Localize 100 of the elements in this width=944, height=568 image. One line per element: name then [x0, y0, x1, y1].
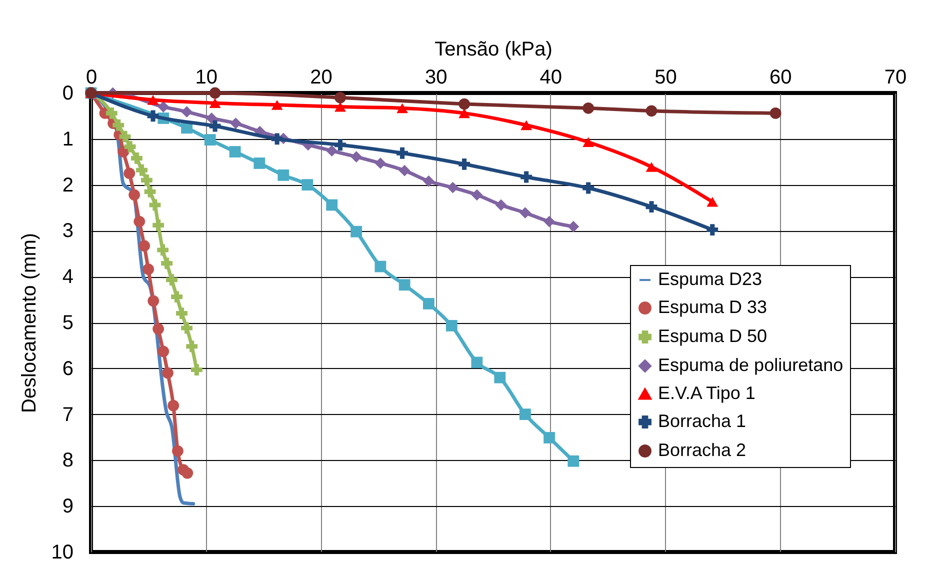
- point: [398, 279, 410, 291]
- point: [494, 372, 506, 384]
- point: [136, 164, 148, 176]
- point: [568, 455, 580, 467]
- point: [326, 145, 338, 157]
- point: [229, 146, 241, 158]
- point: [147, 94, 159, 105]
- point: [254, 158, 266, 169]
- point: [544, 432, 555, 444]
- point: [128, 189, 140, 201]
- point: [161, 258, 173, 269]
- point: [124, 168, 136, 180]
- point: [422, 298, 434, 310]
- point: [181, 106, 192, 118]
- point: [119, 130, 131, 142]
- point: [520, 171, 532, 183]
- point: [520, 120, 532, 130]
- y-tick-label: 5: [62, 312, 74, 334]
- point: [172, 445, 184, 457]
- point: [209, 98, 221, 108]
- legend-label: Borracha 2: [658, 440, 746, 460]
- point: [302, 179, 314, 190]
- y-tick-label: 8: [62, 450, 74, 472]
- point: [271, 100, 283, 110]
- point: [171, 291, 182, 302]
- point: [374, 260, 386, 272]
- point: [141, 174, 152, 186]
- legend-label: Espuma D 50: [658, 326, 768, 346]
- legend-label: Espuma D23: [658, 269, 762, 289]
- point: [706, 196, 718, 207]
- x-tick-label: 70: [884, 66, 907, 88]
- y-tick-label: 0: [62, 82, 74, 104]
- point: [149, 199, 161, 211]
- point: [458, 98, 470, 110]
- legend-label: Espuma D 33: [658, 297, 768, 317]
- point: [186, 340, 198, 352]
- y-axis-title: Deslocamento (mm): [18, 232, 40, 414]
- point: [495, 199, 507, 211]
- point: [471, 356, 483, 368]
- x-tick-label: 60: [770, 66, 792, 88]
- point: [544, 216, 555, 228]
- point: [458, 158, 470, 170]
- point: [106, 107, 118, 119]
- point: [646, 162, 658, 172]
- point: [706, 224, 718, 236]
- x-tick-label: 0: [86, 66, 98, 88]
- point: [396, 103, 408, 114]
- point: [182, 467, 194, 479]
- point: [396, 147, 408, 159]
- point: [519, 207, 531, 218]
- point: [157, 244, 168, 256]
- point: [471, 189, 483, 201]
- point: [519, 408, 531, 420]
- point: [582, 137, 594, 148]
- point: [118, 146, 130, 158]
- point: [350, 151, 362, 162]
- point: [568, 220, 580, 232]
- y-tick-label: 4: [62, 266, 74, 288]
- x-tick-label: 50: [654, 66, 677, 88]
- legend-label: Borracha 1: [658, 411, 746, 431]
- point: [158, 346, 170, 358]
- point: [158, 101, 170, 112]
- point: [138, 240, 150, 252]
- point: [334, 102, 346, 112]
- point: [204, 134, 216, 146]
- x-tick-label: 20: [310, 66, 332, 88]
- point: [124, 141, 136, 152]
- point: [334, 92, 346, 104]
- x-tick-label: 40: [540, 66, 562, 88]
- point: [582, 182, 594, 194]
- point: [112, 119, 124, 131]
- point: [176, 308, 188, 320]
- y-tick-label: 3: [62, 220, 74, 242]
- point: [646, 201, 658, 213]
- point: [131, 152, 142, 164]
- point: [168, 400, 180, 412]
- x-axis-title: Tensão (kPa): [434, 38, 552, 60]
- point: [230, 118, 242, 129]
- y-tick-label: 9: [62, 496, 74, 518]
- legend-label: Espuma de poliuretano: [658, 355, 844, 375]
- point: [166, 274, 178, 286]
- point: [162, 367, 174, 379]
- point: [148, 295, 160, 307]
- y-tick-label: 10: [51, 542, 74, 564]
- y-tick-label: 2: [62, 174, 74, 196]
- y-tick-label: 7: [62, 404, 74, 426]
- point: [181, 322, 192, 334]
- point: [326, 199, 338, 211]
- point: [334, 139, 346, 151]
- point: [458, 108, 470, 118]
- point: [398, 164, 410, 176]
- point: [206, 112, 218, 124]
- point: [582, 102, 594, 114]
- point: [152, 219, 164, 231]
- point: [152, 323, 164, 335]
- point: [142, 264, 154, 275]
- point: [271, 133, 283, 145]
- point: [278, 169, 290, 181]
- point: [209, 87, 221, 99]
- point: [770, 108, 782, 119]
